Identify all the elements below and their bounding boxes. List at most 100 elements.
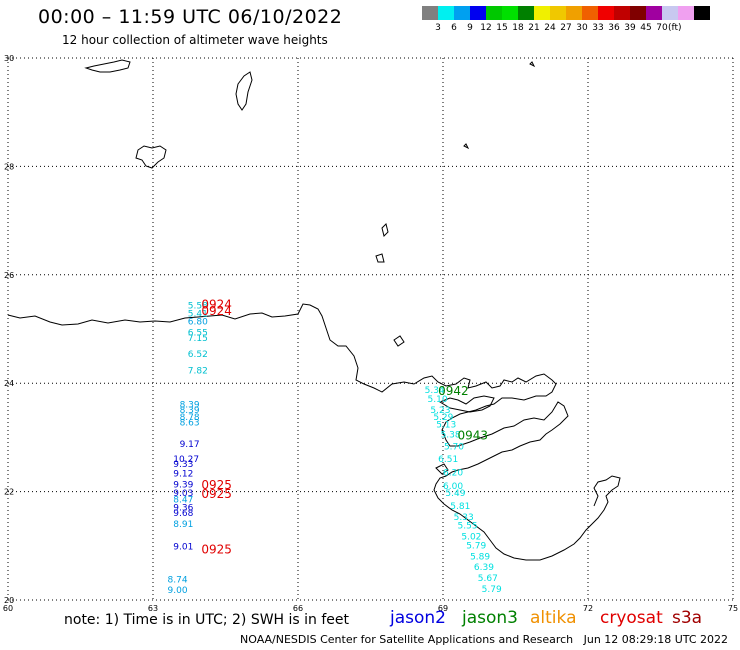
swh-value-label: 9.00	[168, 586, 188, 596]
swh-value-label: 5.55	[458, 521, 478, 531]
legend-swatch	[550, 6, 566, 20]
satellite-name: cryosat	[600, 608, 663, 628]
islet-2	[463, 143, 470, 150]
legend-label: 6	[451, 23, 457, 33]
pass-time-label: 0925	[201, 542, 232, 556]
swh-value-label: 9.39	[173, 480, 193, 490]
map-title: 00:00 – 11:59 UTC 06/10/2022	[38, 6, 343, 28]
lon-tick-label: 66	[293, 604, 303, 613]
legend-swatch	[566, 6, 582, 20]
legend-swatch	[486, 6, 502, 20]
lat-tick-label: 28	[4, 162, 14, 171]
lon-tick-label: 72	[583, 604, 593, 613]
lon-tick-label: 60	[3, 604, 13, 613]
swh-value-label: 5.81	[450, 502, 470, 512]
legend-unit: (ft)	[668, 23, 682, 33]
swh-value-label: 5.10	[428, 395, 448, 405]
swh-observations: 5.585.416.806.557.156.527.828.398.398.78…	[168, 301, 502, 596]
swh-value-label: 5.70	[444, 442, 464, 452]
swh-value-label: 6.00	[443, 482, 463, 492]
legend-label: 36	[608, 23, 620, 33]
swh-value-label: 5.79	[466, 542, 486, 552]
legend-swatch	[438, 6, 454, 20]
pass-time-label: 0943	[458, 429, 489, 443]
legend-swatch	[614, 6, 630, 20]
map-subtitle: 12 hour collection of altimeter wave hei…	[62, 33, 328, 47]
legend-swatch	[534, 6, 550, 20]
lat-tick-label: 22	[4, 488, 14, 497]
island-1	[84, 59, 131, 73]
swh-value-label: 5.34	[425, 386, 445, 396]
swh-value-label: 5.33	[454, 513, 474, 523]
satellite-name: jason2	[390, 608, 446, 628]
islet-1	[529, 61, 536, 68]
swh-value-label: 9.03	[173, 489, 193, 499]
legend-label: 24	[544, 23, 556, 33]
legend-label: 39	[624, 23, 636, 33]
footer-note: note: 1) Time is in UTC; 2) SWH is in fe…	[64, 612, 350, 628]
swh-value-label: 9.12	[173, 469, 193, 479]
swh-value-label: 7.82	[188, 366, 208, 376]
legend-label: 21	[528, 23, 540, 33]
legend-swatch	[630, 6, 646, 20]
swh-value-label: 5.13	[436, 421, 456, 431]
swh-value-label: 8.74	[168, 576, 188, 586]
swh-value-label: 6.52	[188, 350, 208, 360]
satellite-name: s3a	[672, 608, 703, 628]
axis-labels: 60 63 66 69 72 75 30 28 26 24 22 20	[3, 54, 738, 613]
legend-swatch	[694, 6, 710, 20]
legend-label: 70	[656, 23, 668, 33]
swh-value-label: 9.17	[180, 440, 200, 450]
island-5	[375, 253, 385, 263]
credit-line: NOAA/NESDIS Center for Satellite Applica…	[240, 633, 729, 646]
legend-label: 12	[480, 23, 492, 33]
island-4	[381, 223, 389, 237]
swh-value-label: 10.27	[173, 455, 199, 465]
legend-label: 30	[576, 23, 588, 33]
swh-value-label: 5.67	[478, 574, 498, 584]
pass-time-label: 0942	[438, 384, 469, 398]
satellite-name: jason3	[462, 608, 518, 628]
pass-time-label: 0924	[201, 304, 232, 318]
swh-value-label: 5.23	[430, 406, 450, 416]
swh-value-label: 9.36	[173, 504, 193, 514]
swh-value-label: 7.15	[188, 334, 208, 344]
lon-tick-label: 69	[438, 604, 448, 613]
swh-value-label: 5.79	[482, 585, 502, 595]
legend-label: 33	[592, 23, 604, 33]
swh-value-label: 9.33	[173, 460, 193, 470]
lat-tick-label: 24	[4, 379, 14, 388]
island-3	[135, 145, 167, 169]
legend-swatch	[582, 6, 598, 20]
legend-swatch	[422, 6, 438, 20]
legend-swatch	[470, 6, 486, 20]
legend-swatch	[454, 6, 470, 20]
swh-value-label: 5.49	[445, 489, 465, 499]
pass-time-label: 0925	[201, 487, 232, 501]
lon-tick-label: 63	[148, 604, 158, 613]
lon-tick-label: 75	[728, 604, 738, 613]
legend-label: 3	[435, 23, 441, 33]
swh-value-label: 5.58	[188, 301, 208, 311]
swh-value-label: 5.41	[188, 310, 208, 320]
lat-tick-label: 20	[4, 596, 14, 605]
legend-swatch	[598, 6, 614, 20]
swh-value-label: 8.47	[173, 495, 193, 505]
swh-value-label: 5.29	[433, 413, 453, 423]
swh-value-label: 8.63	[180, 418, 200, 428]
grid-lines	[7, 57, 734, 601]
legend-swatch	[518, 6, 534, 20]
inland-lake-2	[435, 463, 449, 475]
coastline	[7, 59, 621, 561]
lat-tick-label: 26	[4, 271, 14, 280]
swh-value-label: 9.01	[173, 543, 193, 553]
swh-value-label: 8.39	[180, 406, 200, 416]
swh-value-label: 6.20	[443, 468, 463, 478]
swh-value-label: 5.38	[441, 430, 461, 440]
swh-value-label: 5.02	[461, 532, 481, 542]
legend-label: 27	[560, 23, 572, 33]
legend-label: 9	[467, 23, 473, 33]
legend-swatch	[662, 6, 678, 20]
